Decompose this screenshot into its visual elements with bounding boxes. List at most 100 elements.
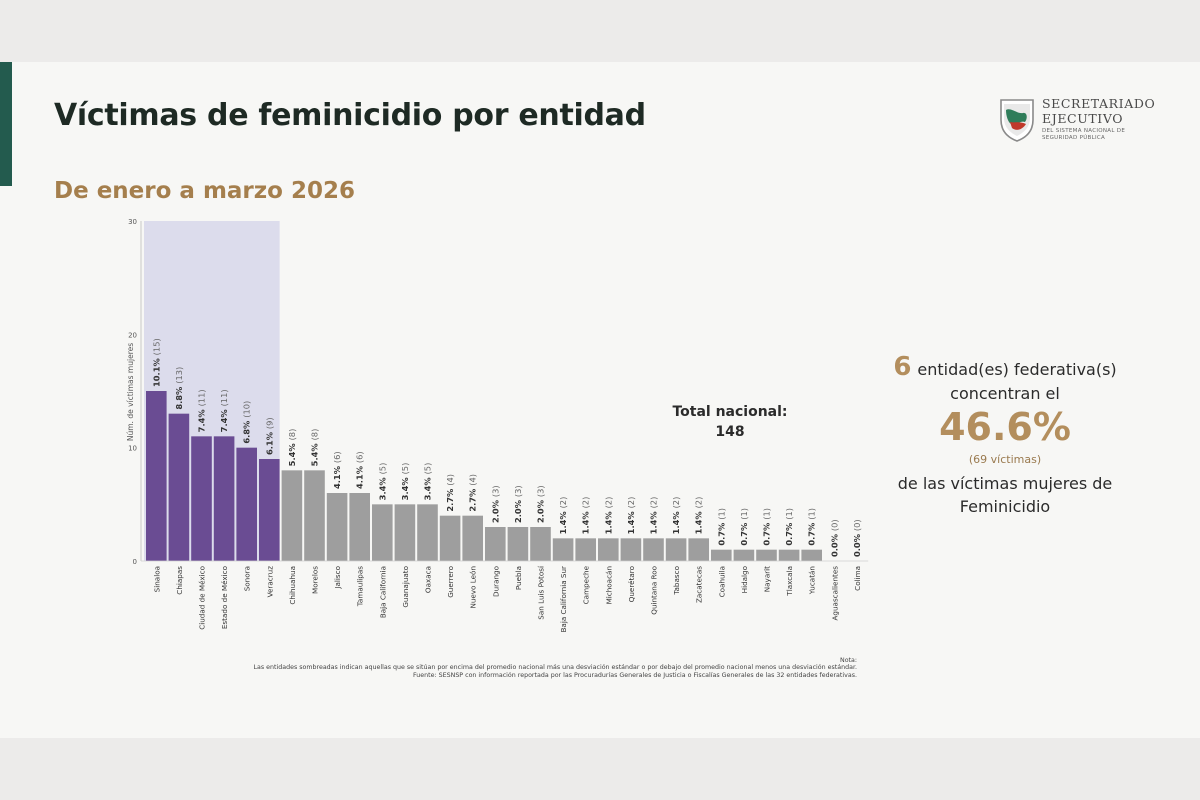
x-tick-label: Coahuila — [717, 566, 726, 597]
x-tick-label: Jalisco — [333, 566, 342, 590]
summary-line4: Feminicidio — [959, 497, 1051, 516]
y-tick-label: 10 — [128, 445, 137, 453]
bar-value-label: 0.7% (1) — [716, 508, 726, 546]
bar — [778, 549, 800, 561]
top-band — [0, 0, 1200, 62]
x-tick-label: Puebla — [514, 566, 523, 590]
logo: SECRETARIADO EJECUTIVO DEL SISTEMA NACIO… — [998, 96, 1158, 142]
x-tick-label: Sinaloa — [152, 566, 161, 592]
summary-line1: 6 entidad(es) federativa(s) — [860, 352, 1150, 382]
bar-value-label: 1.4% (2) — [581, 497, 591, 535]
bar — [575, 538, 596, 561]
bar-value-label: 2.7% (4) — [468, 474, 478, 512]
bar-value-label: 2.0% (3) — [513, 485, 523, 523]
bar — [146, 391, 167, 561]
bar — [665, 538, 687, 561]
total-nacional: Total nacional: 148 — [660, 404, 800, 440]
bar-value-label: 0.7% (1) — [784, 508, 794, 546]
logo-text-secondary: EJECUTIVO — [1042, 111, 1124, 126]
page-subtitle: De enero a marzo 2026 — [54, 178, 355, 204]
x-tick-label: Morelos — [311, 566, 320, 594]
accent-bar — [0, 62, 12, 186]
bar-value-label: 3.4% (5) — [423, 463, 433, 501]
note-label: Nota: — [839, 657, 857, 664]
bar — [552, 538, 574, 561]
y-tick-label: 30 — [128, 218, 137, 226]
x-tick-label: Nuevo León — [469, 566, 478, 609]
x-tick-label: Veracruz — [265, 566, 274, 598]
summary-line2: concentran el — [950, 384, 1060, 403]
x-tick-label: Querétaro — [627, 566, 636, 602]
bar — [530, 527, 551, 561]
emblem-icon — [1000, 99, 1034, 142]
slide: Víctimas de feminicidio por entidad De e… — [0, 62, 1200, 738]
x-tick-label: Baja California Sur — [559, 566, 568, 633]
x-tick-label: Chihuahua — [288, 566, 297, 605]
x-tick-label: Nayarit — [763, 566, 772, 592]
bar-value-label: 0.0% (0) — [829, 519, 839, 557]
bar-value-label: 10.1% (15) — [151, 338, 161, 387]
summary-percent: 46.6% — [939, 405, 1071, 449]
x-tick-label: Quintana Roo — [650, 566, 659, 615]
x-tick-label: Baja California — [378, 566, 387, 618]
bar-value-label: 2.0% (3) — [490, 485, 500, 523]
note-source: Fuente: SESNSP con información reportada… — [413, 671, 857, 679]
bottom-band — [0, 738, 1200, 800]
bar-value-label: 5.4% (8) — [310, 429, 320, 467]
bar — [620, 538, 642, 561]
logo-text-main: SECRETARIADO — [1042, 96, 1156, 111]
bar — [259, 459, 280, 561]
summary-count: 6 — [893, 352, 912, 382]
bar — [281, 470, 303, 561]
total-value: 148 — [715, 424, 745, 440]
bar-value-label: 6.1% (9) — [264, 417, 274, 455]
bar-value-label: 0.7% (1) — [807, 508, 817, 546]
x-tick-label: Guerrero — [446, 566, 455, 598]
x-tick-label: Ciudad de México — [198, 566, 207, 630]
bar-value-label: 2.7% (4) — [445, 474, 455, 512]
summary-line1-text: entidad(es) federativa(s) — [917, 360, 1117, 379]
x-tick-label: Yucatán — [808, 566, 817, 595]
y-tick-label: 20 — [128, 331, 137, 339]
bar-value-label: 2.0% (3) — [536, 485, 546, 523]
bar-value-label: 0.7% (1) — [762, 508, 772, 546]
bar-value-label: 4.1% (6) — [332, 451, 342, 489]
bar — [213, 436, 235, 561]
x-tick-label: Oaxaca — [424, 566, 433, 593]
bar-value-label: 3.4% (5) — [377, 463, 387, 501]
bar — [372, 504, 393, 561]
x-tick-label: Campeche — [582, 565, 591, 604]
bar-value-label: 6.8% (10) — [242, 401, 252, 444]
x-tick-label: Michoacán — [604, 566, 613, 604]
bar — [236, 447, 257, 561]
summary-box: 6 entidad(es) federativa(s) concentran el… — [860, 352, 1150, 516]
x-tick-label: Estado de México — [220, 566, 229, 629]
note-line1: Las entidades sombreadas indican aquella… — [253, 664, 857, 672]
summary-victims: (69 víctimas) — [968, 453, 1042, 466]
bar — [417, 504, 438, 561]
bar — [304, 470, 325, 561]
bar-chart: 0 10 20 30 Núm. de víctimas mujeres 10.1% (15… — [126, 218, 869, 633]
y-axis-title: Núm. de víctimas mujeres — [126, 343, 135, 441]
bar — [462, 515, 483, 561]
bar — [643, 538, 664, 561]
bar — [688, 538, 709, 561]
summary-line3: de las víctimas mujeres de — [897, 474, 1113, 493]
x-tick-label: Zacatecas — [695, 566, 704, 603]
bar-value-label: 4.1% (6) — [355, 451, 365, 489]
bar-value-label: 5.4% (8) — [287, 429, 297, 467]
bar-value-label: 0.7% (1) — [739, 508, 749, 546]
bar-value-label: 1.4% (2) — [671, 497, 681, 535]
x-tick-label: Guanajuato — [401, 566, 410, 608]
bar — [756, 549, 777, 561]
bar — [733, 549, 755, 561]
bar — [507, 527, 529, 561]
x-tick-label: Aguascalientes — [830, 566, 839, 621]
bar-value-label: 0.0% (0) — [852, 519, 862, 557]
bar — [191, 436, 212, 561]
x-tick-label: Tamaulipas — [356, 566, 365, 608]
x-tick-label: San Luis Potosí — [537, 565, 546, 620]
bar-value-label: 1.4% (2) — [694, 497, 704, 535]
x-tick-label: Tlaxcala — [785, 566, 794, 597]
page-title: Víctimas de feminicidio por entidad — [54, 98, 646, 133]
